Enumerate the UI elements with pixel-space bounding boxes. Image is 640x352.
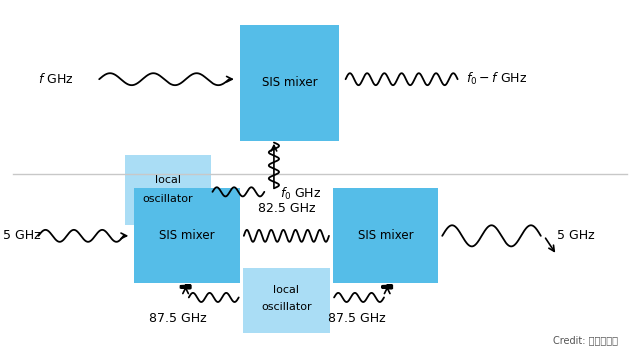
Text: SIS mixer: SIS mixer [159,230,215,242]
Text: 5 GHz: 5 GHz [557,230,595,242]
Text: Credit: 国立天文台: Credit: 国立天文台 [552,336,618,346]
Text: local: local [155,175,181,184]
Text: oscillator: oscillator [261,302,312,312]
Text: 82.5 GHz: 82.5 GHz [258,202,316,215]
FancyBboxPatch shape [125,155,211,225]
FancyBboxPatch shape [134,188,240,283]
Text: SIS mixer: SIS mixer [262,76,317,89]
Text: 87.5 GHz: 87.5 GHz [328,312,386,325]
Text: $f$ GHz: $f$ GHz [38,72,74,86]
Text: $f_0 - f$ GHz: $f_0 - f$ GHz [466,71,527,87]
FancyBboxPatch shape [333,188,438,283]
Text: 5 GHz: 5 GHz [3,230,41,242]
Text: oscillator: oscillator [143,194,193,204]
Text: 87.5 GHz: 87.5 GHz [149,312,207,325]
FancyBboxPatch shape [243,268,330,333]
Text: local: local [273,285,300,295]
Text: SIS mixer: SIS mixer [358,230,413,242]
FancyBboxPatch shape [240,25,339,141]
Text: $f_0$ GHz: $f_0$ GHz [280,186,322,202]
